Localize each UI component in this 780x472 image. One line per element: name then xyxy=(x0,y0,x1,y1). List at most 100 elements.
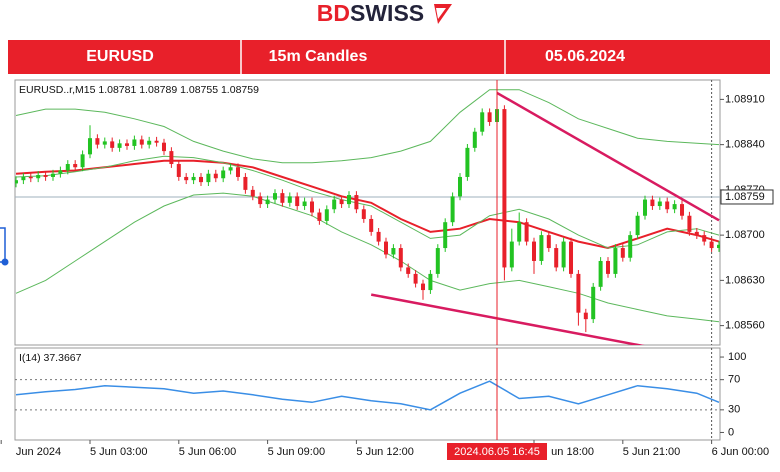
candle-body xyxy=(620,248,625,258)
candle-body xyxy=(450,196,455,223)
candle-body xyxy=(80,154,85,168)
candle-body xyxy=(583,312,588,320)
candle-body xyxy=(317,212,322,221)
candle-body xyxy=(398,248,403,268)
candle-body xyxy=(324,209,329,221)
candle-body xyxy=(184,176,189,181)
rsi-label: I(14) 37.3667 xyxy=(19,352,82,364)
candle-body xyxy=(635,215,640,236)
x-tick-label: un 18:00 xyxy=(551,446,594,458)
candle-body xyxy=(687,215,692,232)
candle-body xyxy=(413,273,418,284)
candle-body xyxy=(465,147,470,177)
candle-body xyxy=(694,231,699,236)
header-cell: 15m Candles xyxy=(269,48,368,65)
candle-body xyxy=(598,260,603,287)
bollinger-band xyxy=(15,155,720,249)
candle-body xyxy=(58,170,63,174)
candle-body xyxy=(346,195,351,205)
candle-body xyxy=(43,175,48,177)
bollinger-band xyxy=(15,192,720,323)
candle-body xyxy=(287,196,292,203)
candle-body xyxy=(487,112,492,123)
candle-body xyxy=(613,248,618,274)
x-tick-label: 5 Jun 21:00 xyxy=(623,446,681,458)
candle-body xyxy=(50,173,55,177)
candle-body xyxy=(265,199,270,205)
candle-body xyxy=(147,140,152,145)
candle-body xyxy=(509,241,514,268)
candle-body xyxy=(539,235,544,261)
candle-body xyxy=(502,109,507,268)
candle-body xyxy=(524,222,529,242)
rsi-line xyxy=(15,380,720,411)
candle-body xyxy=(124,143,129,146)
header-bar xyxy=(8,40,770,74)
candle-body xyxy=(243,176,248,190)
x-tick-label: 6 Jun 00:00 xyxy=(712,446,770,458)
axes: 1.089101.088401.087701.087001.086301.085… xyxy=(0,93,774,460)
side-marker xyxy=(0,227,6,263)
candle-body xyxy=(15,180,18,184)
candle-body xyxy=(191,176,196,181)
candle-body xyxy=(569,241,574,274)
symbol-info: EURUSD..r,M15 1.08781 1.08789 1.08755 1.… xyxy=(19,84,259,96)
candle-body xyxy=(650,199,655,207)
candle-body xyxy=(472,131,477,148)
trendline xyxy=(496,91,720,222)
candle-body xyxy=(206,173,211,183)
candle-body xyxy=(110,141,115,148)
candle-body xyxy=(235,167,240,177)
rsi-tick-label: 30 xyxy=(728,404,740,416)
y-tick-label: 1.08840 xyxy=(725,139,765,151)
candle-body xyxy=(228,167,233,171)
price-plot xyxy=(15,80,720,345)
candle-body xyxy=(154,140,159,143)
y-tick-label: 1.08700 xyxy=(725,229,765,241)
candle-body xyxy=(628,235,633,258)
candle-body xyxy=(717,244,720,249)
candle-body xyxy=(672,204,677,210)
candle-body xyxy=(332,199,337,210)
bid-label: 1.08759 xyxy=(725,191,765,203)
candle-body xyxy=(702,235,707,242)
candle-body xyxy=(406,267,411,274)
candle-body xyxy=(591,286,596,320)
bid-label-box xyxy=(720,189,774,205)
candle-body xyxy=(354,195,359,210)
rsi-panel xyxy=(14,347,721,441)
y-tick-label: 1.08630 xyxy=(725,274,765,286)
candle-body xyxy=(546,235,551,249)
logo-flag xyxy=(434,4,452,24)
candle-body xyxy=(361,209,366,219)
candle-body xyxy=(258,196,263,205)
rsi-tick-label: 0 xyxy=(728,426,734,438)
candle-body xyxy=(65,164,70,171)
candle-body xyxy=(657,201,662,207)
candle-body xyxy=(198,176,203,183)
candle-body xyxy=(250,189,255,197)
rsi-tick-label: 100 xyxy=(728,351,746,363)
bollinger-band xyxy=(15,89,720,164)
candle-body xyxy=(428,273,433,291)
candle-body xyxy=(221,170,226,179)
x-tick-label: Jun 2024 xyxy=(16,446,61,458)
candle-body xyxy=(176,164,181,177)
candle-body xyxy=(576,273,581,313)
candle-body xyxy=(339,199,344,205)
candle-body xyxy=(161,142,166,152)
candle-body xyxy=(443,222,448,249)
rsi-plot xyxy=(15,348,720,440)
logo-part: SWISS xyxy=(350,0,424,26)
candle-body xyxy=(561,241,566,268)
side-marker-dot xyxy=(1,258,9,266)
candle-body xyxy=(309,201,314,213)
candle-body xyxy=(554,248,559,268)
candle-body xyxy=(73,164,78,168)
x-tick-label: 5 Jun 12:00 xyxy=(356,446,414,458)
candle-body xyxy=(665,201,670,210)
x-tick-label: 5 Jun 06:00 xyxy=(179,446,237,458)
price-panel xyxy=(14,79,721,346)
